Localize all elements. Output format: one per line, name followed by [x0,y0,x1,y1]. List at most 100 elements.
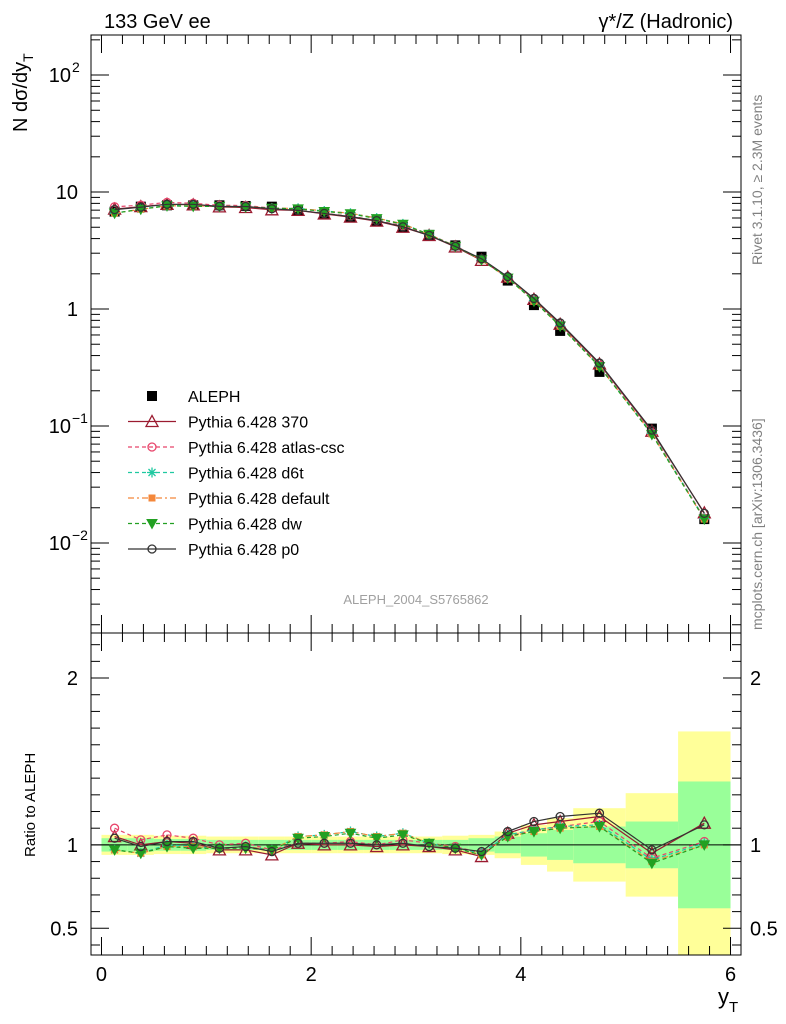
ratio-point-series-5 [109,833,120,843]
ratio-point-series-5 [555,811,565,822]
ratio-point-series-5 [529,816,539,827]
y-tick-label-exponent: −2 [72,527,88,543]
ratio-point-series-0 [317,837,332,851]
legend-marker [147,391,157,401]
ratio-point-series-0 [395,837,410,851]
ratio-point-series-5 [136,841,146,852]
legend-marker [146,519,158,530]
ratio-tick-label-left: 0.5 [50,918,78,940]
header-left: 133 GeV ee [104,11,211,33]
y-tick-label: 1 [67,299,78,321]
header-right: γ*/Z (Hadronic) [599,11,733,33]
x-tick-label: 2 [306,964,317,986]
main-point-series-5 [699,508,709,518]
ratio-line-series-5 [114,812,705,853]
legend-marker [144,414,160,428]
main-point-series-5 [398,222,408,232]
ratio-point-series-5 [240,841,251,852]
legend-label: Pythia 6.428 default [188,491,330,508]
y-tick-label: 10 [49,533,71,555]
ratio-point-series-4 [370,833,383,845]
main-point-series-5 [267,204,277,214]
main-point-series-5 [647,425,657,435]
main-point-series-5 [319,208,329,219]
ratio-point-series-5 [319,838,329,848]
y-axis-label-main-sub: T [20,53,36,62]
ratio-point-series-5 [450,843,460,853]
ratio-point-series-5 [424,841,434,852]
ratio-point-series-5 [476,846,487,857]
y-tick-label: 10 [49,416,71,438]
main-point-series-5 [476,254,487,264]
main-point-series-4 [698,514,711,526]
ratio-series [107,808,712,870]
ratio-point-series-5 [188,836,198,847]
main-series [107,196,712,526]
main-point-series-5 [503,272,513,282]
main-line-series-1 [114,201,705,519]
main-point-series-5 [188,199,198,209]
main-point-series-5 [372,215,382,226]
ratio-point-series-4 [344,828,357,840]
ratio-point-series-4 [554,823,567,835]
legend-label: Pythia 6.428 370 [188,415,308,432]
ratio-point-series-5 [293,838,303,848]
ratio-point-series-4 [397,830,409,841]
legend-label: Pythia 6.428 d6t [188,466,304,483]
y-tick-label: 10 [49,65,71,87]
ratio-tick-label-right: 2 [750,668,761,690]
ratio-point-series-5 [647,845,657,855]
watermark: ALEPH_2004_S5765862 [343,592,488,607]
legend-marker [147,467,157,478]
ratio-point-series-4 [698,840,711,851]
main-point-series-5 [136,202,146,212]
legend-label: ALEPH [188,389,240,406]
legend-marker [147,544,157,554]
ratio-point-series-5 [372,840,382,850]
ratio-point-series-5 [162,836,172,847]
legend-label: Pythia 6.428 p0 [188,542,299,559]
ratio-point-series-5 [345,838,356,848]
ratio-point-series-1 [109,823,120,833]
y-axis-label-main-text: N dσ/dy [10,62,32,132]
y-tick-label-exponent: −1 [72,410,88,426]
main-line-series-4 [114,205,705,520]
ratio-point-series-5 [594,808,605,818]
main-point-series-5 [450,241,460,252]
y-axis-label-ratio: Ratio to ALEPH [22,753,39,857]
x-axis-label-sub: T [729,999,738,1016]
legend-marker [148,494,156,502]
main-point-series-5 [214,201,225,211]
ratio-point-series-4 [108,845,121,856]
mcplots-label: mcplots.cern.ch [arXiv:1306.3436] [749,418,765,630]
x-tick-label: 6 [725,964,736,986]
main-point-series-5 [594,358,605,368]
ratio-point-series-1 [136,835,146,845]
y-tick-label: 10 [56,182,78,204]
ratio-point-series-4 [528,827,540,838]
main-point-series-4 [397,219,409,231]
x-axis-label: yT [718,984,738,1016]
ratio-point-series-4 [646,858,658,870]
main-point-series-5 [109,204,120,215]
ratio-point-series-5 [699,820,709,830]
legend-label: Pythia 6.428 atlas-csc [188,440,345,457]
y-axis-label-main: N dσ/dyT [10,53,36,132]
legend-marker [147,442,157,452]
ratio-point-series-5 [267,846,277,857]
ratio-point-series-5 [503,826,513,837]
main-point-series-5 [345,211,356,222]
ratio-line-series-0 [114,815,705,858]
ratio-tick-label-right: 0.5 [750,918,778,940]
ratio-tick-label-left: 2 [67,668,78,690]
ratio-point-series-1 [162,830,172,840]
ratio-point-series-4 [318,832,331,843]
rivet-label: Rivet 3.1.10, ≥ 2.3M events [749,95,765,265]
main-point-series-5 [555,318,565,328]
main-point-series-5 [293,205,303,216]
main-point-series-5 [424,230,434,241]
ratio-tick-label-left: 1 [67,835,78,857]
main-point-series-5 [240,201,251,212]
